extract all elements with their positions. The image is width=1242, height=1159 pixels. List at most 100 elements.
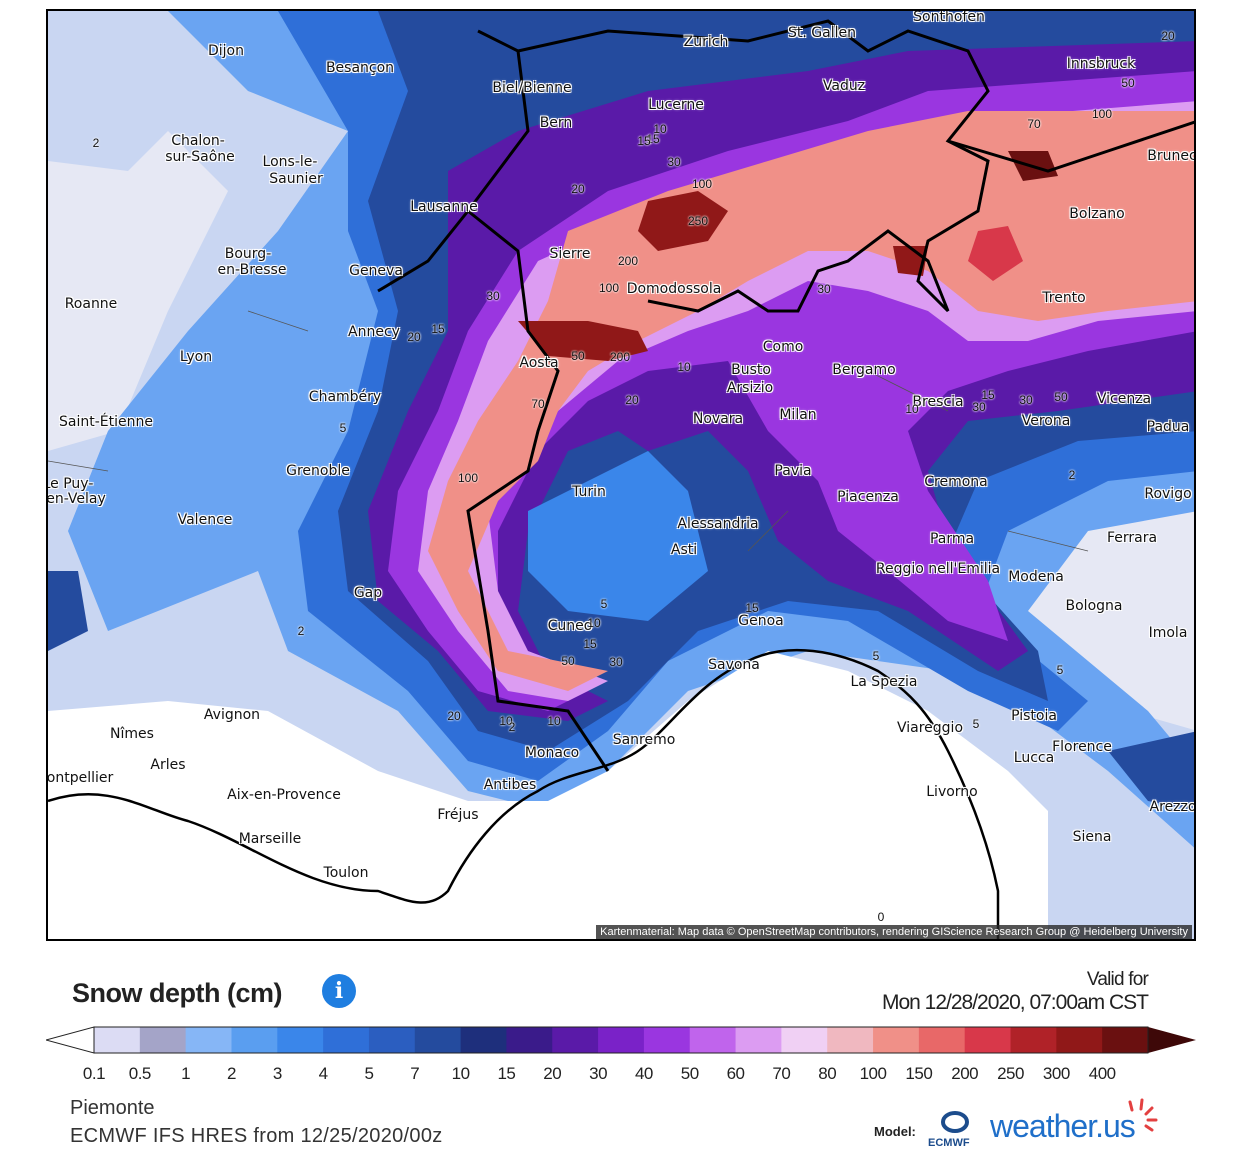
contour-label: 20 — [625, 393, 639, 407]
info-icon[interactable]: i — [322, 974, 356, 1008]
colorbar-tick-label: 250 — [997, 1064, 1024, 1083]
colorbar-cell — [964, 1027, 1012, 1053]
colorbar-tick-label: 7 — [410, 1064, 420, 1083]
contour-label: 15 — [646, 132, 660, 146]
colorbar-tick-label: 50 — [680, 1064, 699, 1083]
colorbar-tick-label: 1 — [181, 1064, 191, 1083]
city-label: Padua — [1146, 419, 1190, 435]
colorbar-tick-label: 0.5 — [128, 1064, 152, 1083]
colorbar-cell — [1010, 1027, 1057, 1053]
city-label: Livorno — [926, 784, 978, 800]
colorbar-tick-label: 20 — [543, 1064, 562, 1083]
contour-label: 2 — [297, 624, 305, 638]
city-label: Imola — [1148, 625, 1188, 641]
contour-label: 20 — [571, 182, 585, 196]
contour-label: 50 — [1054, 390, 1068, 404]
snow-depth-map[interactable]: Dijon Besançon Biel/Bienne Zurich St. Gallen… — [46, 9, 1196, 941]
city-label: Avignon — [203, 707, 261, 723]
colorbar-cell — [598, 1027, 645, 1053]
city-label: Nîmes — [110, 726, 154, 742]
contour-label: 0 — [877, 910, 885, 924]
city-label: en-Bresse — [217, 262, 287, 278]
city-label: Lons-le- — [262, 154, 318, 170]
contour-label: 30 — [486, 289, 500, 303]
colorbar-cell — [643, 1027, 691, 1053]
contour-label: 2 — [92, 136, 100, 150]
city-label: Le Puy- — [46, 476, 94, 492]
city-label: Vicenza — [1096, 391, 1152, 407]
colorbar-cell — [873, 1027, 920, 1053]
colorbar-cell — [277, 1027, 324, 1053]
contour-label: 2 — [508, 720, 516, 734]
city-label: Aosta — [519, 355, 559, 371]
city-label: Savona — [708, 657, 760, 673]
contour-label: 20 — [1161, 29, 1175, 43]
colorbar-cell — [1056, 1027, 1103, 1053]
contour-label: 15 — [431, 322, 445, 336]
city-label: Busto — [731, 362, 771, 378]
city-label: Brescia — [912, 394, 964, 410]
colorbar-tick-label: 200 — [951, 1064, 979, 1083]
city-label: Biel/Bienne — [492, 80, 572, 96]
city-label: Bourg- — [224, 246, 272, 262]
city-label: Verona — [1021, 413, 1071, 429]
colorbar-tick-label: 0.1 — [82, 1064, 106, 1083]
contour-label: 15 — [637, 134, 651, 148]
city-label: Roanne — [64, 296, 118, 312]
weather-us-logo[interactable]: weather.us — [990, 1108, 1136, 1144]
city-label: Fréjus — [437, 807, 479, 823]
colorbar-tick-label: 5 — [364, 1064, 374, 1083]
city-label: Viareggio — [896, 720, 964, 736]
city-label: Bern — [539, 115, 573, 131]
city-label: Cuneo — [547, 618, 593, 634]
city-label: Piacenza — [837, 489, 899, 505]
contour-label: 10 — [905, 402, 919, 416]
valid-for-label: Valid for — [1086, 969, 1149, 990]
contour-label: 250 — [687, 214, 709, 228]
city-label: Montpellier — [46, 770, 114, 786]
city-label: Turin — [572, 484, 606, 500]
contour-label: 70 — [531, 397, 545, 411]
legend-title: Snow depth (cm) — [72, 978, 283, 1008]
colorbar-cell — [1102, 1027, 1149, 1053]
colorbar-cell — [781, 1027, 828, 1053]
colorbar-tick-label: 80 — [818, 1064, 837, 1083]
city-label: Alessandria — [677, 516, 759, 532]
city-label: Lausanne — [410, 199, 478, 215]
colorbar-tick-label: 150 — [905, 1064, 933, 1083]
colorbar-cell — [827, 1027, 874, 1053]
contour-label: 15 — [583, 637, 597, 651]
city-label: Ferrara — [1106, 530, 1158, 546]
colorbar-cell — [368, 1027, 416, 1053]
colorbar-tick-label: 30 — [589, 1064, 608, 1083]
colorbar-cell — [552, 1027, 599, 1053]
ecmwf-label: ECMWF — [928, 1137, 970, 1149]
contour-label: 100 — [691, 177, 713, 191]
city-label: Antibes — [483, 777, 537, 793]
city-label: Innsbruck — [1066, 56, 1136, 72]
city-label: Trento — [1042, 290, 1086, 306]
contour-label: 5 — [1056, 663, 1064, 677]
contour-label: 100 — [1091, 107, 1113, 121]
ecmwf-logo-icon — [941, 1111, 969, 1133]
city-label: Valence — [177, 512, 233, 528]
city-label: Saunier — [269, 171, 323, 187]
colorbar-cell — [506, 1027, 553, 1053]
model-label: Model: — [874, 1124, 916, 1139]
city-label: Sierre — [549, 246, 591, 262]
colorbar-tick-label: 300 — [1042, 1064, 1070, 1083]
city-label: Aix-en-Provence — [227, 787, 341, 803]
city-label: Gap — [353, 585, 383, 601]
colorbar-cell — [918, 1027, 966, 1053]
city-label: Milan — [779, 407, 817, 423]
colorbar-cell — [689, 1027, 737, 1053]
map-attribution[interactable]: Kartenmaterial: Map data © OpenStreetMap… — [596, 925, 1192, 939]
city-label: Besançon — [325, 60, 395, 76]
contour-label: 5 — [339, 421, 347, 435]
colorbar-tick-label: 70 — [772, 1064, 791, 1083]
colorbar-under-arrow — [46, 1026, 95, 1054]
contour-label: 10 — [653, 122, 667, 136]
contour-label: 100 — [598, 281, 620, 295]
city-label: Rovigo — [1144, 486, 1192, 502]
colorbar-tick-label: 40 — [634, 1064, 653, 1083]
